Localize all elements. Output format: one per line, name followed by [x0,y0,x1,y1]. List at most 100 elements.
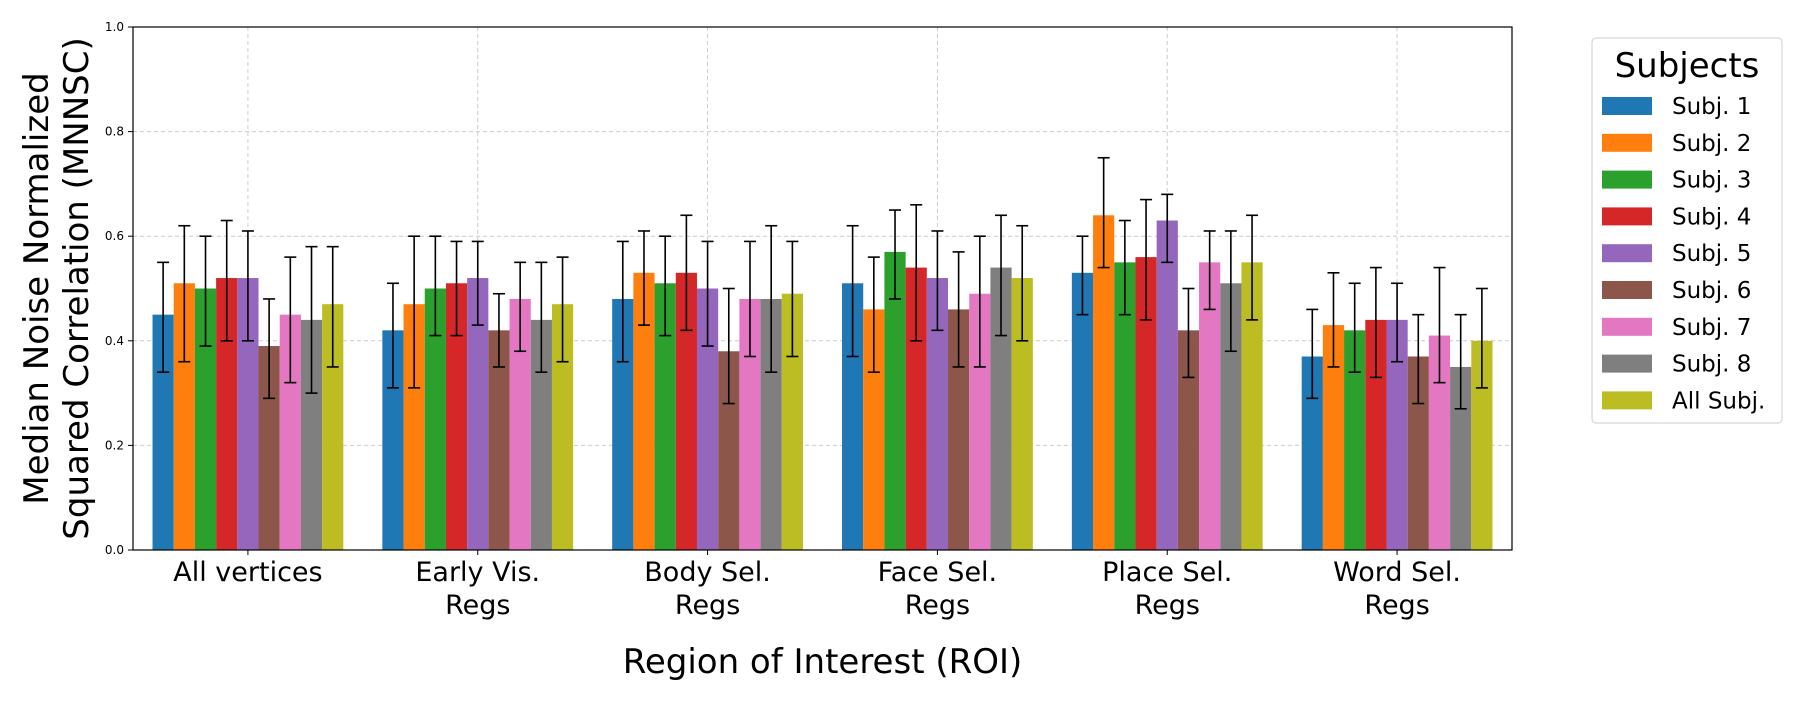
plot-frame [132,26,1513,551]
legend-swatch [1602,354,1652,373]
error-bar [1182,287,1195,379]
x-tick-label: All vertices [173,557,322,588]
bar [1135,257,1157,550]
legend-item: Subj. 5 [1602,241,1751,267]
legend-item: Subj. 2 [1602,131,1751,157]
bar [551,304,574,550]
bar [509,298,531,550]
error-bar [637,230,650,326]
error-bar [1475,287,1488,389]
error-bar [241,230,254,342]
legend-label: Subj. 2 [1672,131,1751,157]
bar [884,251,906,550]
error-bar [1369,266,1382,379]
y-axis-title-text: Median Noise NormalizedSquared Correlati… [17,37,97,539]
bar [739,298,761,550]
bar [1450,366,1472,550]
error-bar [1224,230,1237,353]
error-bar [846,224,859,358]
error-bar [492,292,505,368]
legend-item: Subj. 4 [1602,204,1751,230]
bar [1093,215,1115,550]
error-bar [1391,282,1404,363]
legend-item: Subj. 1 [1602,94,1751,120]
bar [633,272,655,550]
error-bar [471,240,484,326]
y-axis-ticks: 0.0 0.2 0.4 0.6 0.8 1.0 [105,20,133,557]
error-bar [1016,224,1029,342]
bar [696,288,719,550]
bar [216,278,238,550]
error-bar [429,235,442,337]
bar [1344,330,1366,550]
error-bar [973,235,986,368]
bar [1241,262,1263,550]
bar [969,293,991,550]
error-bar [1433,266,1446,384]
error-bar [1348,282,1361,373]
error-bar [867,256,880,373]
bar [675,272,697,550]
legend-swatch [1602,317,1652,336]
error-bar [889,209,902,300]
legend-title: Subjects [1615,46,1760,86]
legend-item: All Subj. [1602,388,1765,414]
x-axis-ticks: All vertices Early Vis. Regs Body Sel. Regs F… [173,550,1461,621]
x-axis-title: Region of Interest (ROI) [623,642,1023,682]
x-tick-label: Body Sel. Regs [644,557,771,621]
bar [863,309,885,550]
error-bar [157,261,170,373]
legend-swatch [1602,133,1652,152]
bar [403,304,425,550]
bar [1428,335,1451,550]
legend-label: Subj. 4 [1672,204,1751,230]
bar [718,351,740,550]
legend-swatch [1602,97,1652,115]
legend-swatch [1602,207,1652,226]
legend-item: Subj. 3 [1602,168,1751,194]
error-bar [952,251,965,368]
bar [237,278,259,550]
error-bar [1161,193,1174,264]
error-bar [722,287,735,405]
error-bar [450,240,463,337]
y-tick-label: 0.4 [105,334,124,348]
x-tick-label: Early Vis. Regs [415,557,540,621]
error-bar [1140,198,1153,321]
bar [1386,319,1408,550]
y-tick-label: 0.0 [105,543,124,557]
legend-item: Subj. 6 [1602,278,1751,304]
error-bar [556,256,569,363]
bar [990,267,1012,550]
bar [173,283,195,550]
legend-item: Subj. 8 [1602,352,1751,378]
bar [842,283,864,550]
error-bar [1327,272,1340,368]
bar [300,319,323,550]
error-bar [1306,308,1319,400]
bar [258,346,280,550]
bar [948,309,970,550]
y-tick-label: 0.2 [105,438,124,452]
bar [1177,330,1200,550]
bar [1322,325,1345,550]
error-bar [743,240,756,358]
error-bar [1246,214,1259,321]
bar [424,288,446,550]
legend-swatch [1602,391,1652,410]
error-bar [535,261,548,373]
error-bar [1076,235,1089,316]
bar [1471,340,1493,550]
y-axis-title: Median Noise NormalizedSquared Correlati… [17,37,97,539]
bars [152,215,1493,550]
bar [926,278,949,550]
error-bar [284,256,297,384]
error-bar [1097,156,1110,269]
legend-label: Subj. 7 [1672,315,1751,341]
y-tick-label: 1.0 [105,20,124,34]
y-tick-label: 0.8 [105,125,124,139]
bar [194,288,217,550]
error-bar [305,245,318,394]
